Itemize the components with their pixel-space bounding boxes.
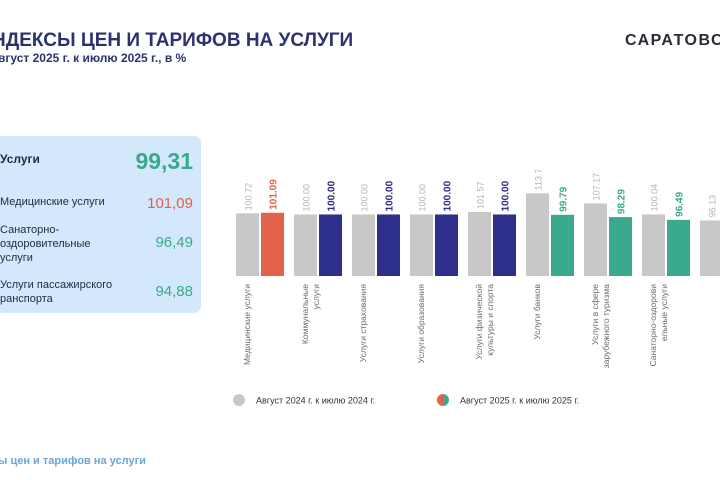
summary-value: 96,49 [155,234,193,251]
summary-label: Санаторно- оздоровительные услуги [0,224,91,264]
category-label: услуги [311,284,321,310]
bar-2025 [493,214,516,276]
bar-2024 [410,214,433,276]
summary-row-transport: Услуги пассажирского ранспорта 94,88 [0,278,193,308]
page-title: НДЕКСЫ ЦЕН И ТАРИФОВ НА УСЛУГИ [0,30,354,51]
category-label: Коммунальные [300,284,310,344]
legend-label-2025: Август 2025 г. к июлю 2025 г. [460,396,579,406]
bar-2025 [667,219,690,276]
bar-label-2025: 98.29 [617,189,628,214]
bar-label-2025: 96.49 [675,191,686,216]
bar-2024 [236,213,259,276]
bar-label-2025: 99.79 [559,186,570,211]
summary-panel: Услуги 99,31 Медицинские услуги 101,09 С… [0,136,201,313]
bar-label-2025: 100.00 [443,180,454,211]
bar-chart: 100.72 101.09 Медицинские услуги 100.00 100.… [233,170,720,406]
bar-label-2024: 107.17 [592,173,602,201]
bar-label-2024: 96.13 [708,195,718,218]
category-label: Санаторно-оздорови [648,284,658,367]
category-label: Услуги в сфере [590,284,600,345]
category-label: Услуги страхования [358,284,368,363]
bar-label-2025: 101.09 [269,179,280,210]
category-label: Услуги образования [416,284,426,364]
bar-2024 [352,214,375,276]
bar-label-2024: 100.00 [418,184,428,212]
legend-label-2024: Август 2024 г. к июлю 2024 г. [256,396,375,406]
legend-dot-2025-left [437,394,443,406]
category-label: Услуги банков [532,284,542,340]
bar-2024 [584,203,607,276]
summary-row-medical: Медицинские услуги 101,09 [0,193,193,215]
bar-2025 [435,214,458,276]
page-subtitle: вгуст 2025 г. к июлю 2025 г., в % [0,51,187,65]
bar-2025 [609,217,632,276]
legend-dot-2025-right [443,394,449,406]
bar-2024 [700,220,720,276]
bar-label-2024: 113.73 [534,170,544,190]
bar-2024 [468,212,491,276]
chart-legend: Август 2024 г. к июлю 2024 г. Август 2025… [233,394,579,406]
summary-value: 94,88 [155,283,193,300]
bar-label-2025: 100.00 [327,180,338,211]
category-label: Услуги физической [474,284,484,360]
bar-label-2024: 100.72 [244,183,254,211]
brand-logo-text: САРАТОВС [624,32,720,49]
bar-label-2024: 100.00 [360,184,370,212]
bar-2025 [551,214,574,276]
bar-label-2025: 100.00 [501,180,512,211]
summary-label: Услуги [0,152,40,166]
bar-2024 [642,214,665,276]
bar-label-2024: 101.57 [476,182,486,210]
bar-2024 [526,193,549,276]
bar-label-2024: 100.04 [650,184,660,212]
bar-2025 [261,212,284,276]
bar-2024 [294,214,317,276]
bar-2025 [377,214,400,276]
summary-label: Услуги пассажирского ранспорта [0,279,113,305]
category-label: Медицинские услуги [242,284,252,365]
summary-label: Медицинские услуги [0,196,105,208]
summary-value: 99,31 [135,148,193,174]
category-label: ельные услуги [659,284,669,341]
footer-caption: ы цен и тарифов на услуги [0,455,146,467]
bar-label-2024: 100.00 [302,184,312,212]
bar-2025 [319,214,342,276]
bar-label-2025: 100.00 [385,180,396,211]
summary-value: 101,09 [147,195,193,212]
legend-dot-2024 [233,394,245,406]
category-label: культуры и спорта [485,284,495,356]
category-label: зарубежного туризма [601,284,611,368]
summary-row-sanatorium: Санаторно- оздоровительные услуги 96,49 [0,223,193,267]
summary-row-services: Услуги 99,31 [0,148,193,178]
